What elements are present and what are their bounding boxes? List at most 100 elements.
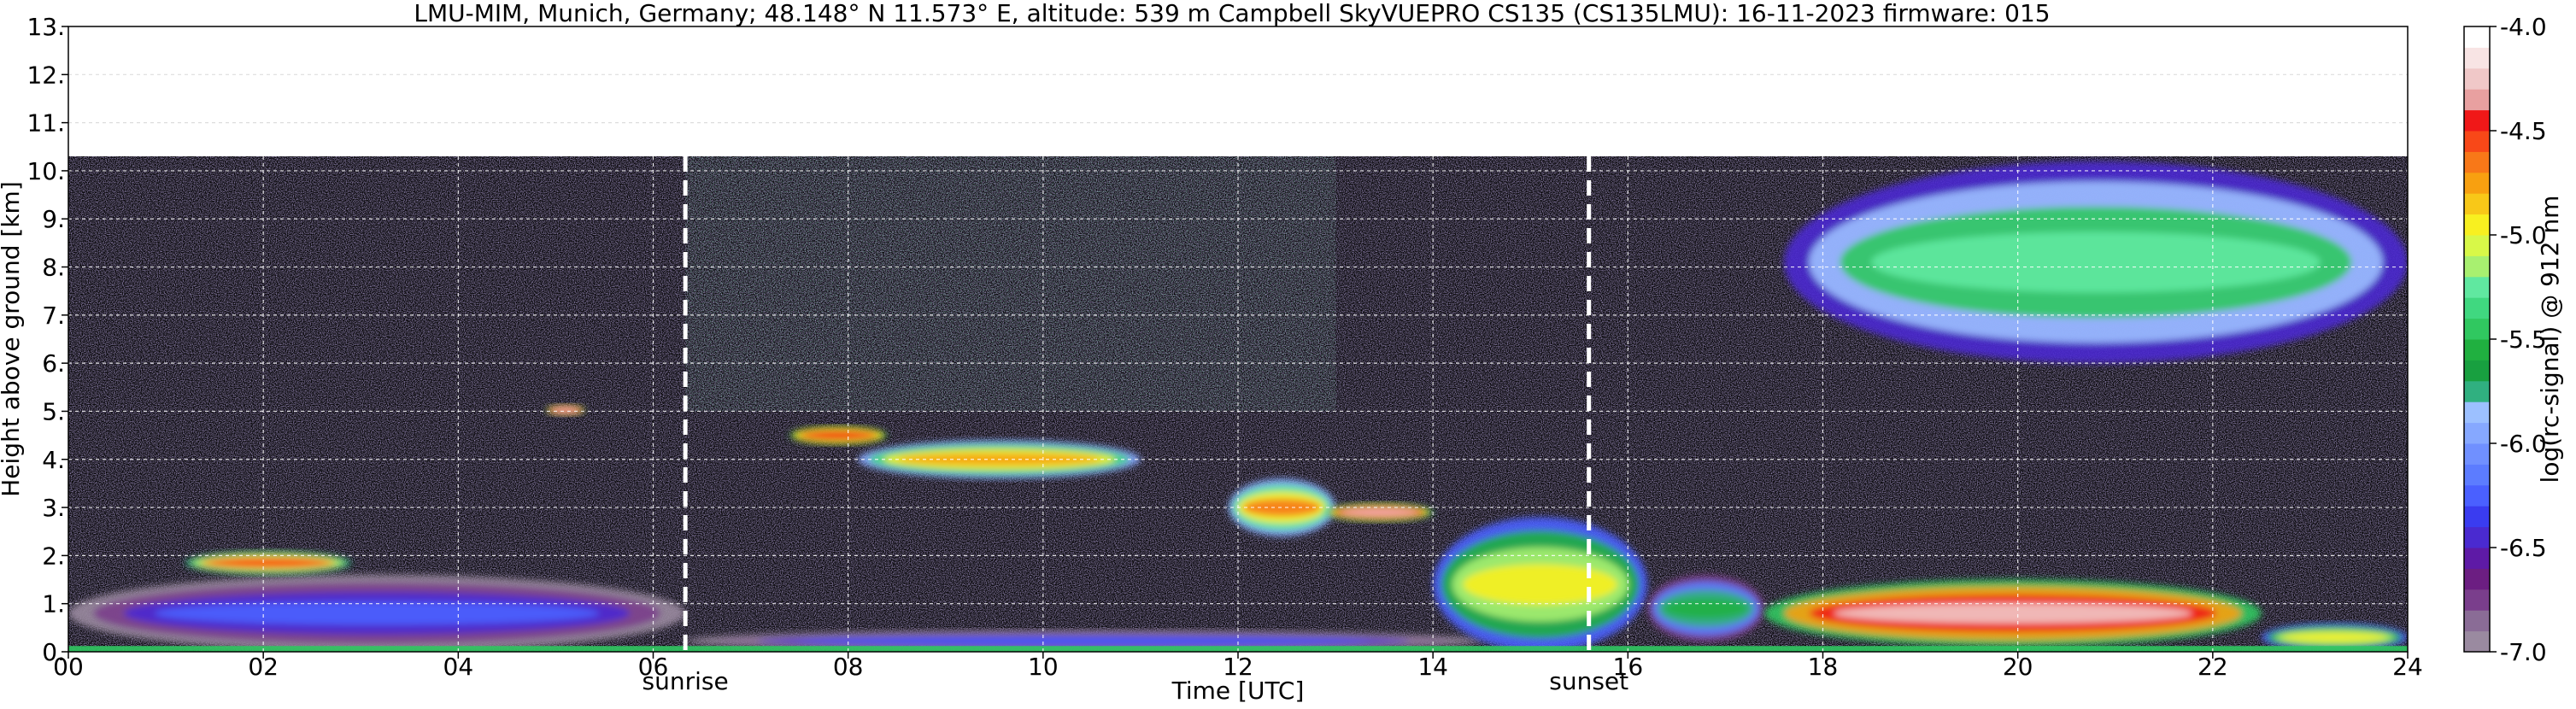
colorbar-tick-label: -7.0 <box>2500 638 2547 666</box>
feature-cloud-base <box>1325 502 1434 522</box>
feature-band <box>155 601 600 625</box>
x-tick-label: 06 <box>638 653 669 681</box>
feature-precipitation <box>1647 574 1765 642</box>
x-tick-label: 14 <box>1417 653 1448 681</box>
grid <box>68 26 2408 652</box>
feature-low-cloud-edge <box>185 550 351 575</box>
feature-boundary-layer-aerosol <box>68 574 686 652</box>
x-tick-label: 20 <box>2003 653 2033 681</box>
colorbar-segment <box>2464 630 2490 653</box>
feature-band <box>796 637 1370 645</box>
y-tick-label: 3. <box>42 494 65 522</box>
x-tick-label: 12 <box>1223 653 1253 681</box>
plot-area <box>67 26 2409 653</box>
colorbar-segment <box>2464 109 2490 132</box>
x-tick-label: 02 <box>248 653 279 681</box>
colorbar-segment <box>2464 318 2490 340</box>
colorbar-tick-label: -5.0 <box>2500 221 2547 249</box>
feature-surface-layer <box>2261 623 2408 652</box>
colorbar-segment <box>2464 610 2490 632</box>
colorbar-segment <box>2464 526 2490 548</box>
colorbar-tick-label: -6.0 <box>2500 430 2547 458</box>
x-tick-label: 16 <box>1613 653 1644 681</box>
y-tick-label: 1. <box>42 590 65 618</box>
colorbar-segment <box>2464 172 2490 194</box>
y-tick-label: 8. <box>42 254 65 282</box>
colorbar-segment <box>2464 548 2490 569</box>
event-label-sunrise: sunrise <box>643 667 729 695</box>
colorbar-segment <box>2464 380 2490 402</box>
events <box>683 156 1592 652</box>
colorbar-segment <box>2464 297 2490 319</box>
y-tick-label: 0. <box>42 638 65 666</box>
feature-low-cloud-deck <box>1764 579 2262 647</box>
y-tick-label: 5. <box>42 397 65 425</box>
x-axis: sunrise sunset 00 02 04 06 08 10 12 14 16 18 20 22 24 <box>53 652 2423 695</box>
colorbar-segment <box>2464 214 2490 236</box>
colorbar-segment <box>2464 506 2490 528</box>
colorbar: -7.0 -6.5 -6.0 -5.5 -5.0 -4.5 -4.0 <box>2463 13 2547 666</box>
colorbar-segment <box>2464 484 2490 507</box>
colorbar-segment <box>2464 589 2490 611</box>
colorbar-segment <box>2464 568 2490 590</box>
feature-band <box>803 432 874 438</box>
y-tick-label: 7. <box>42 302 65 330</box>
colorbar-segment <box>2464 131 2490 152</box>
colorbar-segment <box>2464 401 2490 424</box>
y-tick-label: 13. <box>26 13 65 41</box>
x-tick-label: 24 <box>2392 653 2423 681</box>
colorbar-label: log(rc-signal) @ 912 nm <box>2536 196 2564 483</box>
colorbar-segment <box>2464 151 2490 173</box>
colorbar-segment <box>2464 89 2490 111</box>
y-tick-label: 4. <box>42 446 65 474</box>
y-tick-label: 6. <box>42 349 65 378</box>
y-axis: 0. 1. 2. 3. 4. 5. 6. 7. 8. 9. 10. 11. 12. 13. <box>26 13 68 666</box>
feature-band <box>1341 509 1418 516</box>
x-tick-label: 10 <box>1028 653 1059 681</box>
feature-band <box>208 559 328 567</box>
x-tick-label: 00 <box>53 653 84 681</box>
colorbar-segment <box>2464 193 2490 215</box>
feature-band <box>1834 603 2192 624</box>
y-tick-label: 11. <box>26 109 65 138</box>
feature-mid-level-cloud <box>789 425 888 445</box>
y-tick-label: 2. <box>42 542 65 570</box>
colorbar-segment <box>2464 255 2490 278</box>
chart-title: LMU-MIM, Munich, Germany; 48.148° N 11.5… <box>414 0 2050 27</box>
colorbar-segment <box>2464 339 2490 360</box>
colorbar-tick-label: -4.5 <box>2500 117 2547 145</box>
colorbar-tick-label: -6.5 <box>2500 534 2547 562</box>
y-tick-label: 12. <box>26 61 65 89</box>
x-tick-label: 04 <box>443 653 474 681</box>
x-tick-label: 08 <box>833 653 864 681</box>
noise-speckle-day <box>685 156 1336 412</box>
colorbar-segment <box>2464 67 2490 90</box>
colorbar-segment <box>2464 26 2490 48</box>
feature-descending-cloud-layer <box>1228 478 1336 536</box>
colorbar-tick-label: -5.5 <box>2500 325 2547 354</box>
event-label-sunset: sunset <box>1549 667 1628 695</box>
y-tick-label: 9. <box>42 205 65 233</box>
feature-band <box>1871 231 2321 293</box>
feature-thin-cloud <box>546 404 585 417</box>
feature-band <box>551 407 580 413</box>
feature-band <box>2281 633 2388 642</box>
feature-band <box>1243 498 1321 517</box>
x-tick-label: 22 <box>2198 653 2228 681</box>
colorbar-segment <box>2464 443 2490 465</box>
x-axis-label: Time [UTC] <box>1171 677 1305 705</box>
colorbar-segment <box>2464 47 2490 69</box>
colorbar-tick-label: -4.0 <box>2500 13 2547 41</box>
y-axis-label: Height above ground [km] <box>0 181 25 497</box>
y-tick-label: 10. <box>26 157 65 185</box>
feature-band <box>1664 598 1748 619</box>
feature-band <box>1463 564 1618 605</box>
colorbar-segment <box>2464 235 2490 256</box>
feature-precipitation <box>1433 517 1648 652</box>
colorbar-segment <box>2464 360 2490 382</box>
colorbar-segment <box>2464 276 2490 298</box>
colorbar-segment <box>2464 422 2490 444</box>
x-tick-label: 18 <box>1808 653 1839 681</box>
colorbar-segment <box>2464 464 2490 486</box>
